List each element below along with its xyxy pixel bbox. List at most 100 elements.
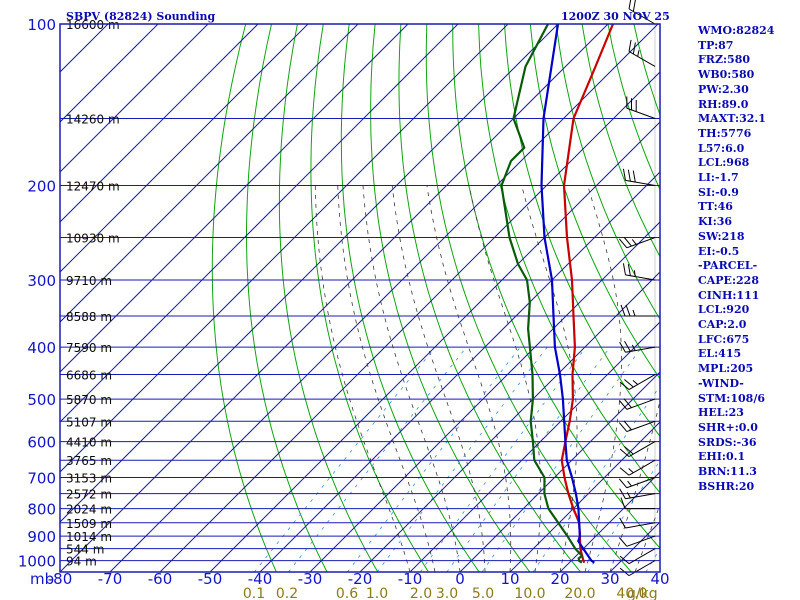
- dry-adiabat: [425, 24, 632, 572]
- isotherm: [459, 371, 660, 572]
- index-item: RH:89.0: [698, 97, 749, 111]
- mixing-ratio-label: 0.1: [243, 586, 265, 600]
- isotherm: [60, 24, 359, 323]
- height-label: 8588 m: [66, 310, 112, 324]
- index-item: MPL:205: [698, 362, 754, 376]
- dry-adiabat: [398, 24, 581, 572]
- wind-half-flag: [637, 50, 640, 57]
- height-label: 6686 m: [66, 369, 112, 383]
- wind-barb: [619, 548, 656, 565]
- wind-flag: [620, 304, 626, 317]
- wind-flag: [632, 0, 636, 12]
- mixing-ratio-line: [446, 346, 611, 572]
- pressure-tick-label: 400: [27, 339, 56, 357]
- index-item: CINH:111: [698, 288, 760, 302]
- mixing-ratio-label: 3.0: [436, 586, 458, 600]
- dry-adiabat: [581, 24, 660, 258]
- pressure-unit-label: mb: [30, 570, 54, 588]
- wind-flag: [618, 422, 628, 432]
- pressure-tick-label: 200: [27, 178, 56, 196]
- chart-title: SBPV (82824) Sounding: [66, 10, 216, 23]
- mixing-ratio-line: [254, 346, 436, 572]
- wind-flag: [623, 236, 632, 247]
- parcel-line: [540, 24, 595, 564]
- wind-flag: [628, 0, 632, 10]
- height-label: 2024 m: [66, 503, 112, 517]
- wind-flag: [628, 39, 632, 52]
- moist-adiabat: [426, 185, 512, 572]
- isotherm: [60, 24, 509, 473]
- wind-barb: [620, 304, 655, 317]
- temperature-tick-label: -70: [98, 570, 123, 588]
- height-label: 16600 m: [66, 18, 120, 32]
- plot-frame: [59, 23, 661, 573]
- dry-adiabat: [504, 24, 660, 438]
- wind-flag: [622, 168, 626, 181]
- wind-flag: [632, 42, 636, 55]
- dry-adiabat: [211, 24, 277, 572]
- wind-half-flag: [633, 270, 636, 277]
- index-item: CAP:2.0: [698, 318, 747, 332]
- wind-barb: [618, 236, 656, 249]
- isotherm: [559, 471, 660, 572]
- pressure-tick-label: 700: [27, 470, 56, 488]
- wind-flag: [623, 398, 632, 408]
- wind-half-flag: [628, 468, 634, 474]
- wind-half-flag: [631, 239, 637, 245]
- index-item: SW:218: [698, 229, 745, 243]
- wind-barb: [622, 168, 656, 187]
- moist-adiabat: [314, 185, 411, 572]
- height-label: 12470 m: [66, 180, 120, 194]
- wind-flag: [618, 400, 628, 410]
- index-item: EHI:0.1: [698, 450, 746, 464]
- index-item: MAXT:32.1: [698, 112, 766, 126]
- wind-staff: [626, 477, 656, 489]
- mixing-ratio-label: 5.0: [472, 586, 494, 600]
- wind-barb: [619, 374, 656, 390]
- wind-barb: [619, 517, 656, 529]
- index-item: LFC:675: [698, 332, 750, 346]
- wind-flag: [627, 264, 631, 276]
- height-label: 94 m: [66, 555, 97, 569]
- isotherm: [309, 221, 660, 572]
- height-label: 4410 m: [66, 436, 112, 450]
- mixing-ratio-label: 20.0: [564, 586, 595, 600]
- temperature-tick-label: -30: [298, 570, 323, 588]
- isotherm: [60, 24, 559, 523]
- wind-flag: [622, 263, 626, 275]
- wind-barb: [628, 39, 656, 67]
- isotherm: [359, 271, 660, 572]
- wind-flag: [624, 379, 634, 388]
- wind-barb: [618, 477, 656, 489]
- temperature-tick-label: 40: [650, 570, 669, 588]
- mixing-ratio-line: [419, 346, 587, 572]
- wind-flag: [625, 304, 631, 317]
- index-item: SI:-0.9: [698, 185, 739, 199]
- mixing-ratio-line: [288, 346, 467, 572]
- isotherm: [60, 24, 459, 423]
- moist-adiabat: [521, 185, 578, 572]
- pressure-tick-label: 600: [27, 434, 56, 452]
- height-label: 1509 m: [66, 517, 112, 531]
- wind-flag: [619, 381, 630, 390]
- height-label: 14260 m: [66, 112, 120, 126]
- wind-flag: [627, 169, 631, 182]
- wind-barb: [618, 420, 656, 433]
- index-item: SRDS:-36: [698, 435, 757, 449]
- wind-flag: [619, 488, 626, 500]
- pressure-tick-label: 1000: [18, 553, 56, 571]
- wind-staff: [625, 522, 656, 529]
- isotherm: [60, 24, 259, 223]
- temperature-tick-label: -20: [348, 570, 373, 588]
- height-label: 2572 m: [66, 488, 112, 502]
- isotherm: [509, 421, 660, 572]
- wind-half-flag: [627, 480, 632, 487]
- wind-barb: [622, 263, 656, 281]
- isotherm: [60, 24, 409, 373]
- wind-flag: [624, 446, 634, 455]
- wind-half-flag: [632, 379, 639, 385]
- grid-layer: [60, 24, 660, 572]
- moist-adiabat: [609, 399, 660, 572]
- wind-flag: [618, 238, 628, 249]
- wind-flag: [620, 497, 626, 509]
